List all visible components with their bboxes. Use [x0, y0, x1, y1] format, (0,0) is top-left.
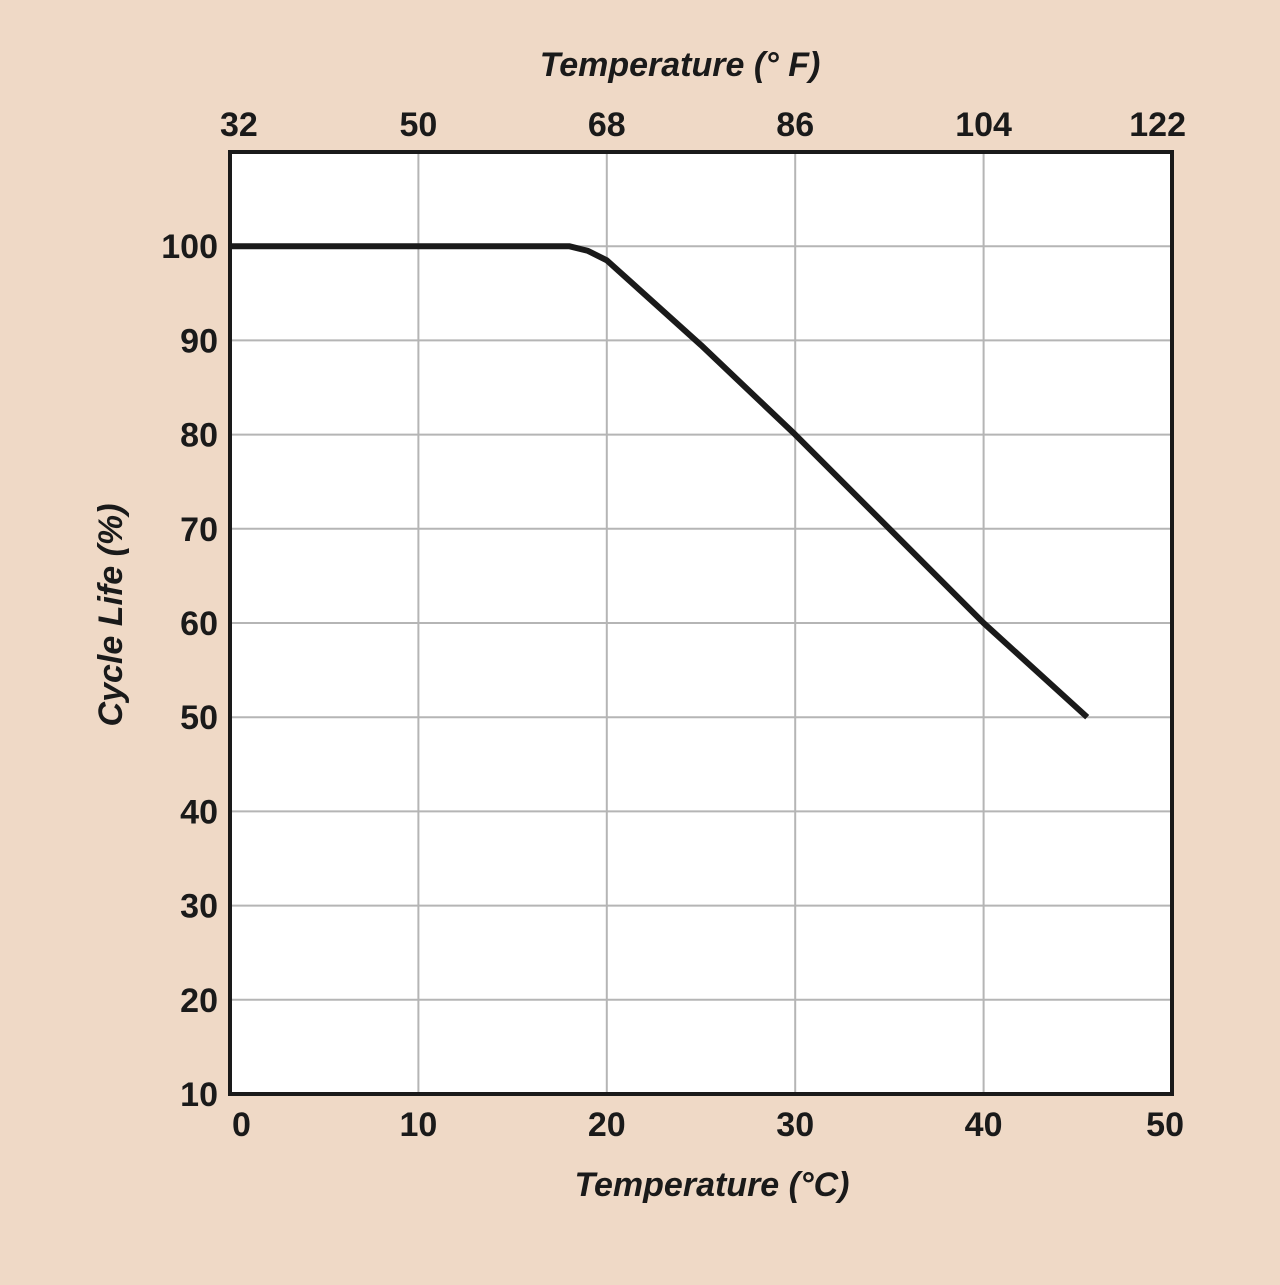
- x2-tick-label: 68: [588, 106, 626, 144]
- grid: [230, 152, 1172, 1094]
- y-tick-label: 100: [161, 228, 218, 266]
- x-tick-label: 40: [965, 1106, 1003, 1144]
- y-tick-label: 30: [180, 888, 218, 926]
- x-axis-title: Temperature (°C): [575, 1166, 850, 1204]
- x-tick-label: 0: [232, 1106, 251, 1144]
- y-axis-title: Cycle Life (%): [92, 504, 130, 727]
- plot-frame: [228, 150, 1174, 1096]
- y-tick-label: 50: [180, 699, 218, 737]
- series-layer: [230, 243, 1090, 720]
- x2-tick-label: 104: [955, 106, 1012, 144]
- x2-tick-label: 122: [1129, 106, 1186, 144]
- y-tick-label: 10: [180, 1076, 218, 1114]
- y-tick-label: 20: [180, 982, 218, 1020]
- x2-tick-label: 32: [220, 106, 258, 144]
- labels: 0 10 20 30 40 50 32 50 68 86 104 122 10 20 30 40 50 60 70 8…: [161, 106, 1186, 1144]
- y-tick-label: 70: [180, 511, 218, 549]
- x-tick-label: 10: [399, 1106, 437, 1144]
- y-tick-label: 40: [180, 793, 218, 831]
- y-tick-label: 60: [180, 605, 218, 643]
- x2-axis-title: Temperature (° F): [540, 46, 821, 84]
- x2-tick-label: 86: [776, 106, 814, 144]
- x-tick-label: 50: [1146, 1106, 1184, 1144]
- x-tick-label: 20: [588, 1106, 626, 1144]
- y-tick-label: 90: [180, 322, 218, 360]
- series-line: [230, 243, 1090, 720]
- x2-tick-label: 50: [399, 106, 437, 144]
- y-tick-label: 80: [180, 417, 218, 455]
- x-tick-label: 30: [776, 1106, 814, 1144]
